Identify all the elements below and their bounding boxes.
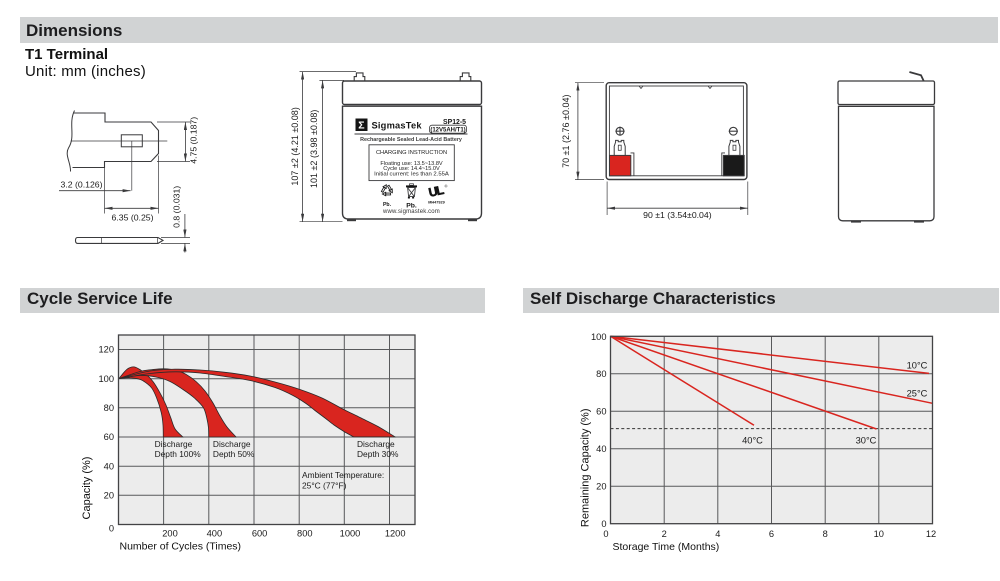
svg-text:800: 800 bbox=[297, 529, 313, 539]
svg-text:8: 8 bbox=[823, 529, 828, 539]
svg-text:Ambient Temperature:: Ambient Temperature: bbox=[302, 470, 384, 480]
svg-text:40: 40 bbox=[596, 444, 606, 454]
svg-text:100: 100 bbox=[98, 374, 114, 384]
svg-text:UL: UL bbox=[427, 183, 445, 200]
svg-text:4: 4 bbox=[715, 529, 720, 539]
svg-text:70 ±1 (2.76 ±0.04): 70 ±1 (2.76 ±0.04) bbox=[561, 94, 571, 167]
svg-text:Capacity (%): Capacity (%) bbox=[81, 457, 93, 520]
svg-text:80: 80 bbox=[596, 369, 606, 379]
svg-text:10°C: 10°C bbox=[907, 360, 928, 370]
svg-text:®: ® bbox=[445, 184, 448, 189]
svg-text:Cycle use: 14.4~15.0V: Cycle use: 14.4~15.0V bbox=[383, 166, 440, 172]
svg-text:0: 0 bbox=[601, 519, 606, 529]
svg-text:Initial current: les than 2.55: Initial current: les than 2.55A bbox=[374, 172, 449, 178]
svg-text:400: 400 bbox=[207, 529, 223, 539]
svg-text:90 ±1 (3.54±0.04): 90 ±1 (3.54±0.04) bbox=[643, 210, 712, 220]
svg-text:0.8 (0.031): 0.8 (0.031) bbox=[172, 186, 182, 228]
svg-text:www.sigmastek.com: www.sigmastek.com bbox=[382, 209, 440, 215]
svg-text:25°C (77°F): 25°C (77°F) bbox=[302, 480, 347, 490]
svg-text:600: 600 bbox=[252, 529, 268, 539]
svg-text:SP12-5: SP12-5 bbox=[443, 119, 466, 126]
svg-text:20: 20 bbox=[596, 481, 606, 491]
svg-text:6: 6 bbox=[769, 529, 774, 539]
svg-text:200: 200 bbox=[162, 529, 178, 539]
svg-text:101 ±2 (3.98 ±0.08): 101 ±2 (3.98 ±0.08) bbox=[309, 110, 319, 188]
svg-text:107 ±2 (4.21 ±0.08): 107 ±2 (4.21 ±0.08) bbox=[290, 107, 300, 185]
svg-text:80: 80 bbox=[104, 403, 114, 413]
svg-text:60: 60 bbox=[104, 432, 114, 442]
svg-text:40: 40 bbox=[104, 461, 114, 471]
svg-text:Discharge: Discharge bbox=[213, 439, 251, 449]
svg-text:0: 0 bbox=[109, 524, 114, 534]
svg-text:Rechargeable Sealed Lead-Acid: Rechargeable Sealed Lead-Acid Battery bbox=[360, 137, 462, 143]
svg-text:6.35 (0.25): 6.35 (0.25) bbox=[112, 213, 154, 223]
svg-text:Discharge: Discharge bbox=[155, 439, 193, 449]
svg-text:MH47929: MH47929 bbox=[428, 201, 444, 205]
svg-text:Discharge: Discharge bbox=[357, 439, 395, 449]
svg-text:CHARGING INSTRUCTION: CHARGING INSTRUCTION bbox=[376, 150, 447, 156]
svg-text:Remaining Capacity (%): Remaining Capacity (%) bbox=[580, 408, 592, 527]
svg-text:0: 0 bbox=[603, 529, 608, 539]
svg-text:4.75 (0.187): 4.75 (0.187) bbox=[189, 117, 199, 164]
svg-text:Depth 100%: Depth 100% bbox=[155, 449, 202, 459]
svg-text:Depth 30%: Depth 30% bbox=[357, 449, 399, 459]
svg-text:1000: 1000 bbox=[340, 529, 361, 539]
svg-text:12: 12 bbox=[926, 529, 936, 539]
svg-text:20: 20 bbox=[104, 491, 114, 501]
svg-text:Σ: Σ bbox=[358, 120, 364, 132]
svg-text:2: 2 bbox=[662, 529, 667, 539]
svg-text:Number of Cycles (Times): Number of Cycles (Times) bbox=[120, 541, 242, 553]
svg-text:Pb.: Pb. bbox=[406, 203, 417, 210]
svg-text:25°C: 25°C bbox=[907, 388, 928, 398]
svg-text:1200: 1200 bbox=[385, 529, 406, 539]
svg-text:SigmasTek: SigmasTek bbox=[372, 121, 423, 131]
svg-text:(12V5AH/T1): (12V5AH/T1) bbox=[430, 127, 465, 133]
svg-text:3.2 (0.126): 3.2 (0.126) bbox=[61, 180, 103, 190]
svg-text:120: 120 bbox=[98, 345, 114, 355]
svg-text:Depth 50%: Depth 50% bbox=[213, 449, 255, 459]
svg-text:100: 100 bbox=[591, 332, 607, 342]
svg-text:60: 60 bbox=[596, 407, 606, 417]
svg-text:Floating use: 13.5~13.8V: Floating use: 13.5~13.8V bbox=[380, 161, 443, 167]
svg-text:30°C: 30°C bbox=[856, 436, 877, 446]
svg-text:10: 10 bbox=[874, 529, 884, 539]
svg-text:Storage Time (Months): Storage Time (Months) bbox=[613, 541, 720, 553]
svg-text:Pb.: Pb. bbox=[383, 202, 392, 208]
svg-text:40°C: 40°C bbox=[742, 436, 763, 446]
